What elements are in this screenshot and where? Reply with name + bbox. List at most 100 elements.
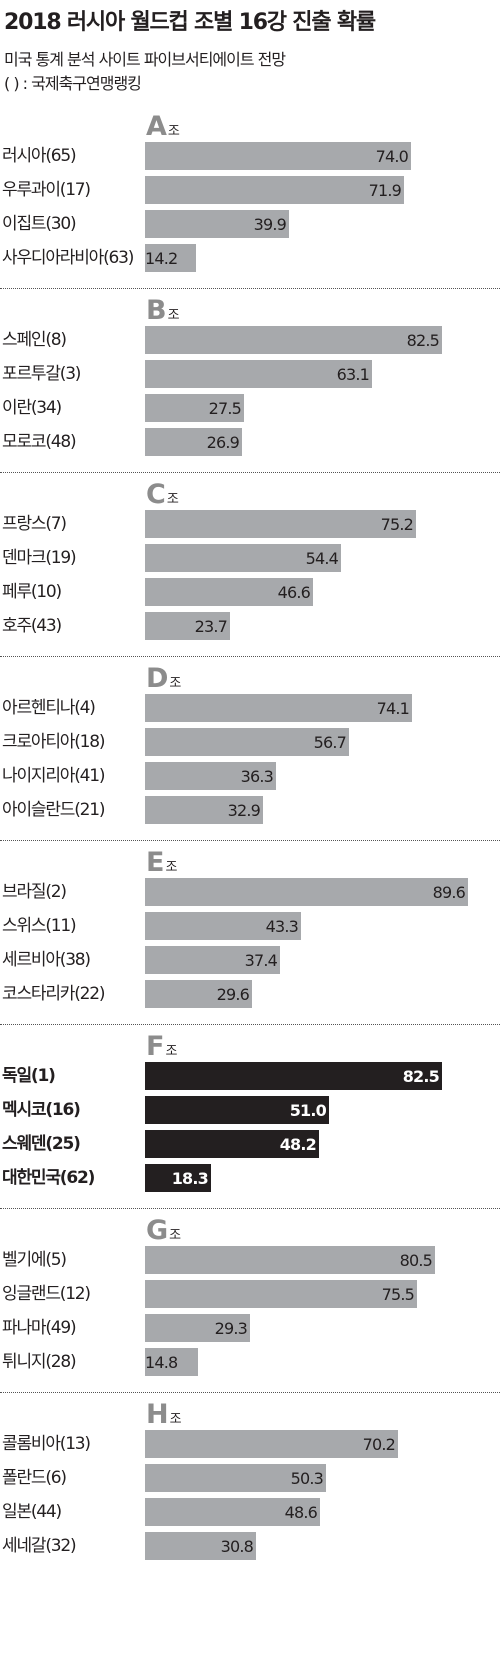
bar-value-label: 82.5 bbox=[406, 331, 440, 350]
team-bar: 18.3 bbox=[145, 1164, 211, 1192]
team-bar: 56.7 bbox=[145, 728, 349, 756]
group-letter: B bbox=[146, 295, 167, 326]
team-bar: 70.2 bbox=[145, 1430, 398, 1458]
team-bar: 50.3 bbox=[145, 1464, 326, 1492]
team-label: 멕시코(16) bbox=[2, 1100, 81, 1120]
team-label: 페루(10) bbox=[2, 582, 62, 602]
team-bar: 82.5 bbox=[145, 1062, 442, 1090]
group-letter: D bbox=[146, 663, 169, 694]
team-bar: 54.4 bbox=[145, 544, 341, 572]
team-bar: 80.5 bbox=[145, 1246, 435, 1274]
team-label: 덴마크(19) bbox=[2, 548, 77, 568]
team-bar: 46.6 bbox=[145, 578, 313, 606]
team-label: 이집트(30) bbox=[2, 214, 77, 234]
group-suffix: 조 bbox=[165, 860, 178, 875]
group-suffix: 조 bbox=[165, 1044, 178, 1059]
team-label: 러시아(65) bbox=[2, 146, 77, 166]
bar-value-label: 63.1 bbox=[336, 365, 370, 384]
chart-title: 2018 러시아 월드컵 조별 16강 진출 확률 bbox=[4, 10, 376, 35]
bar-value-label: 26.9 bbox=[206, 433, 240, 452]
bar-value-label: 80.5 bbox=[399, 1251, 433, 1270]
group-letter: C bbox=[146, 479, 166, 510]
team-bar: 75.2 bbox=[145, 510, 416, 538]
bar-value-label: 23.7 bbox=[194, 617, 228, 636]
team-label: 스웨덴(25) bbox=[2, 1134, 81, 1154]
team-label: 콜롬비아(13) bbox=[2, 1434, 91, 1454]
team-label: 프랑스(7) bbox=[2, 514, 67, 534]
team-label: 코스타리카(22) bbox=[2, 984, 106, 1004]
team-label: 나이지리아(41) bbox=[2, 766, 106, 786]
group-letter: A bbox=[146, 111, 167, 142]
team-label: 사우디아라비아(63) bbox=[2, 248, 134, 268]
group-divider bbox=[0, 656, 500, 657]
group-divider bbox=[0, 288, 500, 289]
team-label: 세르비아(38) bbox=[2, 950, 91, 970]
team-bar: 74.0 bbox=[145, 142, 411, 170]
team-label: 크로아티아(18) bbox=[2, 732, 106, 752]
group-suffix: 조 bbox=[169, 676, 182, 691]
bar-value-label: 74.1 bbox=[376, 699, 410, 718]
team-bar: 51.0 bbox=[145, 1096, 329, 1124]
team-bar: 43.3 bbox=[145, 912, 301, 940]
group-letter: E bbox=[146, 847, 165, 878]
team-bar: 26.9 bbox=[145, 428, 242, 456]
bar-value-label: 14.8 bbox=[145, 1353, 178, 1372]
team-bar: 82.5 bbox=[145, 326, 442, 354]
team-label: 우루과이(17) bbox=[2, 180, 91, 200]
bar-value-label: 71.9 bbox=[368, 181, 402, 200]
team-bar: 29.3 bbox=[145, 1314, 250, 1342]
bar-value-label: 48.6 bbox=[284, 1503, 318, 1522]
team-bar: 71.9 bbox=[145, 176, 404, 204]
team-bar: 74.1 bbox=[145, 694, 412, 722]
bar-value-label: 18.3 bbox=[171, 1169, 209, 1188]
bar-value-label: 50.3 bbox=[290, 1469, 324, 1488]
team-bar: 27.5 bbox=[145, 394, 244, 422]
team-label: 스위스(11) bbox=[2, 916, 77, 936]
bar-value-label: 39.9 bbox=[253, 215, 287, 234]
team-label: 모로코(48) bbox=[2, 432, 77, 452]
bar-value-label: 29.6 bbox=[216, 985, 250, 1004]
team-label: 스페인(8) bbox=[2, 330, 67, 350]
group-suffix: 조 bbox=[166, 492, 179, 507]
group-letter: G bbox=[146, 1215, 169, 1246]
team-bar: 89.6 bbox=[145, 878, 468, 906]
team-label: 대한민국(62) bbox=[2, 1168, 95, 1188]
bar-value-label: 43.3 bbox=[265, 917, 299, 936]
bar-value-label: 46.6 bbox=[277, 583, 311, 602]
group-divider bbox=[0, 840, 500, 841]
ranking-note: ( ) : 국제축구연맹랭킹 bbox=[4, 74, 142, 93]
bar-value-label: 37.4 bbox=[244, 951, 278, 970]
bar-value-label: 48.2 bbox=[279, 1135, 317, 1154]
team-label: 세네갈(32) bbox=[2, 1536, 77, 1556]
team-bar: 63.1 bbox=[145, 360, 372, 388]
bar-value-label: 30.8 bbox=[220, 1537, 254, 1556]
team-label: 이란(34) bbox=[2, 398, 62, 418]
team-bar: 23.7 bbox=[145, 612, 230, 640]
bar-value-label: 36.3 bbox=[240, 767, 274, 786]
bar-value-label: 82.5 bbox=[402, 1067, 440, 1086]
team-label: 포르투갈(3) bbox=[2, 364, 81, 384]
group-divider bbox=[0, 472, 500, 473]
team-label: 독일(1) bbox=[2, 1066, 56, 1086]
chart-subtitle: 미국 통계 분석 사이트 파이브서티에이트 전망 bbox=[4, 50, 286, 69]
team-bar: 75.5 bbox=[145, 1280, 417, 1308]
bar-value-label: 32.9 bbox=[227, 801, 261, 820]
team-label: 폴란드(6) bbox=[2, 1468, 67, 1488]
team-label: 일본(44) bbox=[2, 1502, 62, 1522]
group-divider bbox=[0, 1392, 500, 1393]
team-label: 파나마(49) bbox=[2, 1318, 77, 1338]
team-bar: 39.9 bbox=[145, 210, 289, 238]
team-label: 호주(43) bbox=[2, 616, 62, 636]
bar-value-label: 89.6 bbox=[432, 883, 466, 902]
group-suffix: 조 bbox=[169, 1412, 182, 1427]
team-bar: 14.2 bbox=[145, 244, 196, 272]
bar-value-label: 56.7 bbox=[313, 733, 347, 752]
